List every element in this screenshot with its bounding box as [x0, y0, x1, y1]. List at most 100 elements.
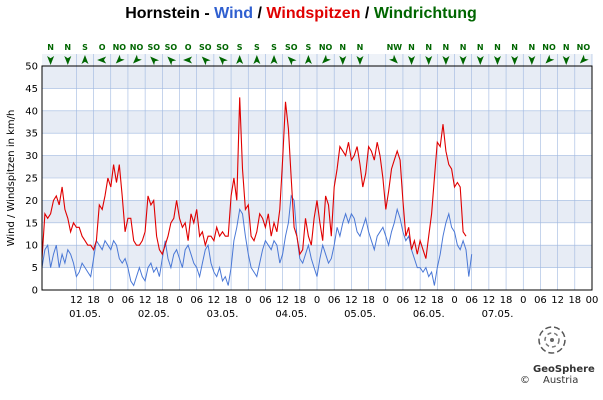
- direction-arrow-icon: [167, 56, 177, 66]
- x-tick-label: 0: [383, 295, 389, 306]
- arrow-head: [253, 55, 261, 64]
- x-tick-label: 06: [259, 295, 272, 306]
- x-tick-label: 00: [586, 295, 599, 306]
- direction-label: S: [254, 43, 260, 52]
- x-tick-label: 0: [314, 295, 320, 306]
- y-tick-label: 15: [25, 218, 38, 229]
- x-tick-label: 06: [397, 295, 410, 306]
- direction-arrow-icon: [270, 55, 278, 64]
- y-tick-label: 20: [25, 196, 38, 207]
- y-tick-label: 45: [25, 84, 38, 95]
- direction-arrow-icon: [545, 54, 555, 64]
- arrow-head: [47, 56, 55, 65]
- x-tick-label: 18: [500, 295, 513, 306]
- y-axis-ticks: 0 5 10 15 20 25 30 35 40 45 50: [25, 62, 38, 297]
- wind-series-line: [41, 194, 473, 287]
- x-tick-label: 06: [328, 295, 341, 306]
- direction-label: N: [425, 43, 432, 52]
- x-tick-label: 0: [520, 295, 526, 306]
- y-tick-label: 40: [25, 106, 38, 117]
- chart-title: Hornstein - Wind / Windspitzen / Windric…: [125, 5, 477, 22]
- x-tick-label: 06: [534, 295, 547, 306]
- arrow-head: [115, 54, 125, 64]
- direction-arrow-icon: [511, 56, 519, 65]
- direction-arrow-icon: [459, 56, 467, 65]
- logo-name: GeoSphere: [533, 364, 595, 375]
- y-tick-label: 5: [32, 263, 38, 274]
- arrow-head: [97, 56, 107, 64]
- direction-label: O: [99, 43, 106, 52]
- direction-label: N: [528, 43, 535, 52]
- x-tick-label: 18: [568, 295, 581, 306]
- y-tick-label: 25: [25, 174, 38, 185]
- arrow-head: [322, 54, 331, 64]
- arrow-head: [356, 56, 364, 65]
- x-tick-label: 12: [70, 295, 83, 306]
- x-tick-label: 0: [245, 295, 251, 306]
- arrow-head: [132, 54, 142, 64]
- x-day-label: 07.05.: [482, 309, 514, 320]
- arrow-head: [287, 56, 297, 66]
- x-tick-label: 0: [451, 295, 457, 306]
- arrow-head: [528, 56, 536, 65]
- y-tick-label: 0: [32, 286, 38, 297]
- direction-label: NW: [387, 43, 403, 52]
- x-day-label: 06.05.: [413, 309, 445, 320]
- x-tick-label: 0: [108, 295, 114, 306]
- direction-arrow-icon: [528, 56, 536, 65]
- plot-frame: [41, 65, 593, 291]
- direction-label: NO: [130, 43, 144, 52]
- direction-label: NO: [542, 43, 556, 52]
- direction-label: N: [477, 43, 484, 52]
- arrow-head: [167, 56, 177, 66]
- direction-arrow-icon: [236, 55, 244, 64]
- direction-arrow-icon: [132, 54, 142, 64]
- direction-arrow-icon: [408, 56, 416, 65]
- y-tick-label: 30: [25, 151, 38, 162]
- direction-arrow-icon: [389, 54, 398, 64]
- arrow-head: [476, 56, 484, 65]
- direction-arrow-icon: [64, 56, 72, 65]
- title-wind: Wind: [214, 5, 253, 22]
- direction-arrow-icon: [304, 55, 312, 64]
- direction-label: N: [494, 43, 501, 52]
- gust-series-line: [41, 97, 467, 259]
- series-layer: [41, 97, 473, 287]
- direction-arrow-icon: [183, 56, 193, 64]
- x-day-label: 03.05.: [207, 309, 239, 320]
- direction-label: N: [64, 43, 71, 52]
- direction-label: N: [357, 43, 364, 52]
- x-tick-label: 12: [276, 295, 289, 306]
- logo-mark: [538, 326, 566, 354]
- arrow-head: [511, 56, 519, 65]
- direction-label: N: [511, 43, 518, 52]
- y-tick-label: 35: [25, 129, 38, 140]
- x-tick-label: 06: [122, 295, 135, 306]
- x-tick-label: 18: [362, 295, 375, 306]
- arrow-head: [389, 54, 398, 64]
- y-tick-label: 50: [25, 62, 38, 73]
- x-tick-label: 18: [431, 295, 444, 306]
- x-tick-label: 12: [483, 295, 496, 306]
- direction-arrow-icon: [322, 54, 331, 64]
- title-sep-3: /: [360, 5, 373, 22]
- direction-label: SO: [285, 43, 298, 52]
- arrow-head: [579, 54, 589, 64]
- x-tick-label: 0: [176, 295, 182, 306]
- direction-label: SO: [165, 43, 178, 52]
- x-axis-ticks: 12 18 0 06 12 18 0 06 12 18 0 06 12 18 0 06 12 18 0 06 12 18 0…: [70, 295, 598, 306]
- x-tick-label: 06: [465, 295, 478, 306]
- direction-arrow-icon: [339, 56, 347, 65]
- x-day-label: 02.05.: [138, 309, 170, 320]
- direction-label: SO: [216, 43, 229, 52]
- x-day-label: 05.05.: [344, 309, 376, 320]
- x-tick-label: 18: [225, 295, 238, 306]
- arrow-head: [545, 54, 555, 64]
- geosphere-logo: [538, 326, 566, 354]
- direction-arrow-icon: [425, 56, 433, 65]
- direction-arrow-icon: [476, 56, 484, 65]
- direction-label: SO: [199, 43, 212, 52]
- direction-arrow-icon: [287, 56, 297, 66]
- logo-sub: Austria: [543, 375, 578, 386]
